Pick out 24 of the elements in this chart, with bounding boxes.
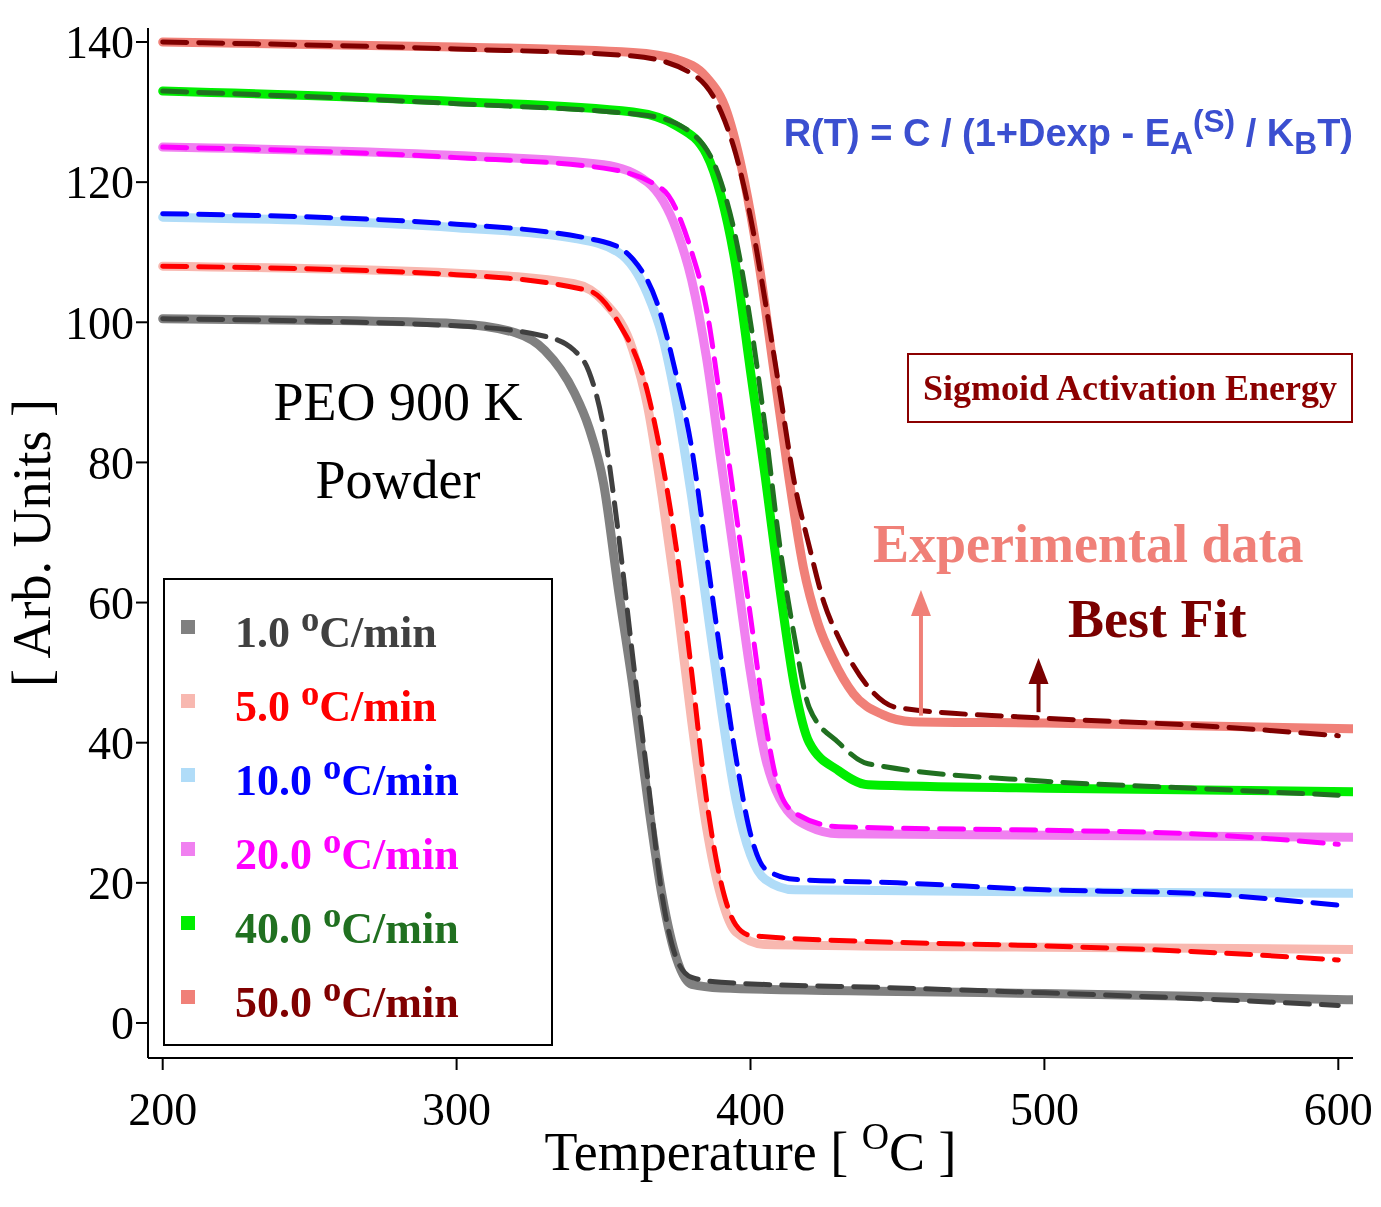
- y-tick-label: 80: [88, 437, 134, 489]
- legend-label: 50.0 $^{o}$C/min: [235, 966, 459, 1028]
- y-tick-label: 120: [65, 157, 134, 209]
- y-tick-label: 60: [88, 577, 134, 629]
- annotation: Best Fit: [1068, 588, 1247, 650]
- legend-label: 1.0 $^{o}$C/min: [235, 596, 437, 658]
- annotation: Experimental data: [873, 513, 1304, 575]
- x-tick-label: 500: [1009, 1083, 1079, 1135]
- legend-label: 20.0 $^{o}$C/min: [235, 818, 459, 880]
- annotation: PEO 900 K Powder: [272, 371, 524, 513]
- x-tick-label: 300: [422, 1083, 492, 1135]
- annotation: R(T) = C / (1+Dexp - E$_{A}$$^{(S)}$ / K$_{B}$T): [783, 103, 1353, 163]
- y-tick-label: 140: [65, 17, 134, 69]
- y-tick-label: 0: [111, 998, 134, 1050]
- x-tick-label: 600: [1303, 1083, 1373, 1135]
- annotation: Sigmoid Activation Energy: [906, 353, 1353, 423]
- y-tick-label: 100: [65, 297, 134, 349]
- x-tick-label: 200: [128, 1083, 198, 1135]
- legend-label: 10.0 $^{o}$C/min: [235, 744, 459, 806]
- legend-label: 40.0 $^{o}$C/min: [235, 892, 459, 954]
- y-tick-label: 20: [88, 858, 134, 910]
- y-tick-label: 40: [88, 718, 134, 770]
- y-axis-title: [ Arb. Units ]: [2, 399, 62, 687]
- legend-label: 5.0 $^{o}$C/min: [235, 670, 437, 732]
